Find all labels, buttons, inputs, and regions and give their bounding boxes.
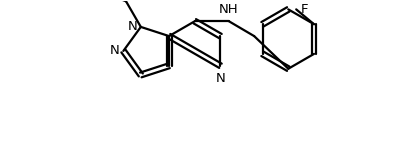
Text: N: N	[110, 44, 119, 57]
Text: N: N	[128, 20, 138, 33]
Text: NH: NH	[219, 3, 239, 16]
Text: N: N	[215, 72, 225, 85]
Text: F: F	[301, 3, 309, 16]
